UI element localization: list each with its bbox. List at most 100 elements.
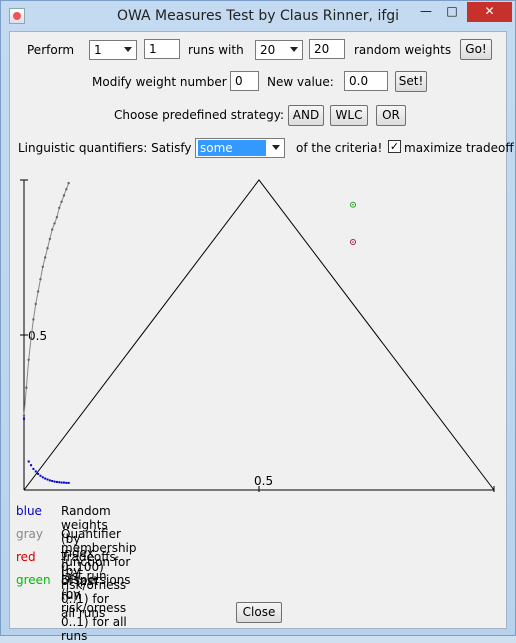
tradeoff-point bbox=[350, 239, 356, 245]
membership-point bbox=[48, 237, 52, 241]
legend-key-blue: blue bbox=[16, 504, 42, 518]
tradeoff-point-center bbox=[352, 241, 354, 243]
minimize-icon: — bbox=[420, 4, 432, 18]
weight-number-field[interactable]: 0 bbox=[230, 71, 259, 91]
owa-chart: 0.5 0.5 bbox=[20, 179, 495, 492]
membership-point bbox=[43, 256, 47, 259]
membership-point bbox=[41, 265, 44, 268]
membership-point bbox=[67, 181, 70, 185]
quantifier-label: Linguistic quantifiers: Satisfy bbox=[18, 141, 192, 155]
dispersions-series bbox=[350, 201, 356, 208]
weights-field[interactable]: 20 bbox=[309, 39, 345, 59]
random-weights-label: random weights bbox=[354, 43, 452, 57]
weights-combo-value: 20 bbox=[260, 43, 276, 57]
y-tick-label: 0.5 bbox=[28, 329, 47, 343]
membership-point bbox=[65, 188, 68, 191]
membership-point bbox=[62, 194, 66, 197]
minimize-button[interactable]: — bbox=[413, 2, 439, 22]
or-strategy-button[interactable]: OR bbox=[376, 105, 406, 126]
and-strategy-button[interactable]: AND bbox=[288, 105, 324, 126]
dispersion-point bbox=[350, 201, 356, 208]
runs-field[interactable]: 1 bbox=[144, 39, 180, 59]
membership-point bbox=[51, 228, 54, 231]
title-bar[interactable]: OWA Measures Test by Claus Rinner, ifgi … bbox=[1, 1, 515, 31]
membership-line bbox=[23, 182, 70, 416]
random-weight-point bbox=[41, 476, 44, 479]
random-weight-point bbox=[58, 481, 61, 484]
membership-point bbox=[29, 336, 33, 340]
maximize-tradeoff-checkbox[interactable]: ✓ bbox=[388, 140, 401, 153]
legend-key-green: green bbox=[16, 573, 51, 587]
membership-point bbox=[32, 318, 35, 321]
membership-point bbox=[25, 386, 28, 389]
x-tick-label: 0.5 bbox=[254, 474, 273, 488]
tradeoffs-series bbox=[350, 239, 356, 245]
legend-text-gray: Quantifier membership function for last … bbox=[61, 527, 137, 583]
java-app-icon bbox=[9, 8, 25, 24]
legend-text-green: Dispersions (by risk/orness 0..1) for al… bbox=[61, 573, 131, 643]
random-weight-point bbox=[65, 481, 68, 484]
legend-text-blue: Random weights (by index 0..100) of last… bbox=[61, 504, 111, 602]
random-weight-point bbox=[39, 474, 42, 477]
chevron-down-icon bbox=[124, 47, 132, 52]
quantifier-select-value: some bbox=[198, 140, 266, 156]
go-button[interactable]: Go! bbox=[460, 39, 492, 60]
random-weight-point bbox=[34, 470, 37, 473]
modify-weight-label: Modify weight number bbox=[92, 75, 227, 89]
membership-point bbox=[39, 278, 42, 281]
close-icon: ✕ bbox=[484, 4, 495, 18]
random-weight-point bbox=[44, 477, 47, 480]
membership-point bbox=[46, 247, 49, 250]
set-button[interactable]: Set! bbox=[395, 71, 427, 92]
legend-key-gray: gray bbox=[16, 527, 44, 541]
new-value-field[interactable]: 0.0 bbox=[344, 71, 388, 91]
dispersion-point-center bbox=[352, 204, 354, 206]
membership-point bbox=[34, 302, 37, 306]
criteria-label: of the criteria! bbox=[296, 141, 383, 155]
window-title: OWA Measures Test by Claus Rinner, ifgi bbox=[116, 8, 400, 24]
maximize-button[interactable]: □ bbox=[439, 2, 465, 22]
random-weight-point bbox=[27, 460, 30, 463]
strategy-label: Choose predefined strategy: bbox=[114, 108, 284, 122]
membership-point bbox=[53, 222, 56, 225]
wlc-strategy-button[interactable]: WLC bbox=[330, 105, 368, 126]
random-weight-point bbox=[37, 472, 40, 475]
membership-point bbox=[36, 290, 40, 293]
membership-point bbox=[55, 216, 59, 219]
chevron-down-icon bbox=[290, 47, 298, 52]
random-weight-point bbox=[67, 481, 70, 484]
random-weight-point bbox=[51, 480, 54, 483]
close-window-button[interactable]: ✕ bbox=[467, 2, 512, 22]
runs-combo-value: 1 bbox=[94, 43, 102, 57]
close-button[interactable]: Close bbox=[236, 602, 282, 623]
random-weight-point bbox=[62, 481, 65, 484]
random-weight-point bbox=[46, 478, 49, 481]
content-panel: Perform 1 1 runs with 20 20 random weigh… bbox=[9, 31, 514, 643]
new-value-label: New value: bbox=[267, 75, 334, 89]
maximize-tradeoff-label: maximize tradeoff bbox=[404, 141, 514, 155]
legend-text-red: Tradeoffs (by risk/orness 0..1) for all … bbox=[61, 550, 127, 620]
random-weight-point bbox=[30, 464, 33, 467]
perform-label: Perform bbox=[27, 43, 75, 57]
runs-combo[interactable]: 1 bbox=[89, 40, 137, 60]
random-weight-point bbox=[32, 467, 35, 470]
orness-triangle bbox=[23, 179, 495, 491]
membership-point bbox=[58, 206, 61, 210]
membership-point bbox=[60, 200, 63, 203]
membership-point bbox=[27, 358, 30, 361]
quantifier-select[interactable]: some bbox=[195, 138, 285, 158]
checkmark-icon: ✓ bbox=[389, 140, 400, 153]
maximize-icon: □ bbox=[446, 4, 458, 18]
membership-function-series bbox=[22, 181, 70, 417]
chevron-down-icon bbox=[272, 145, 280, 150]
runs-with-label: runs with bbox=[188, 43, 244, 57]
random-weight-point bbox=[55, 480, 58, 483]
random-weight-point bbox=[48, 479, 51, 482]
random-weight-point bbox=[60, 481, 63, 484]
membership-point bbox=[22, 414, 26, 417]
random-weights-series bbox=[23, 417, 70, 484]
random-weight-point bbox=[23, 417, 25, 420]
weights-combo[interactable]: 20 bbox=[255, 40, 303, 60]
random-weight-point bbox=[53, 480, 56, 483]
